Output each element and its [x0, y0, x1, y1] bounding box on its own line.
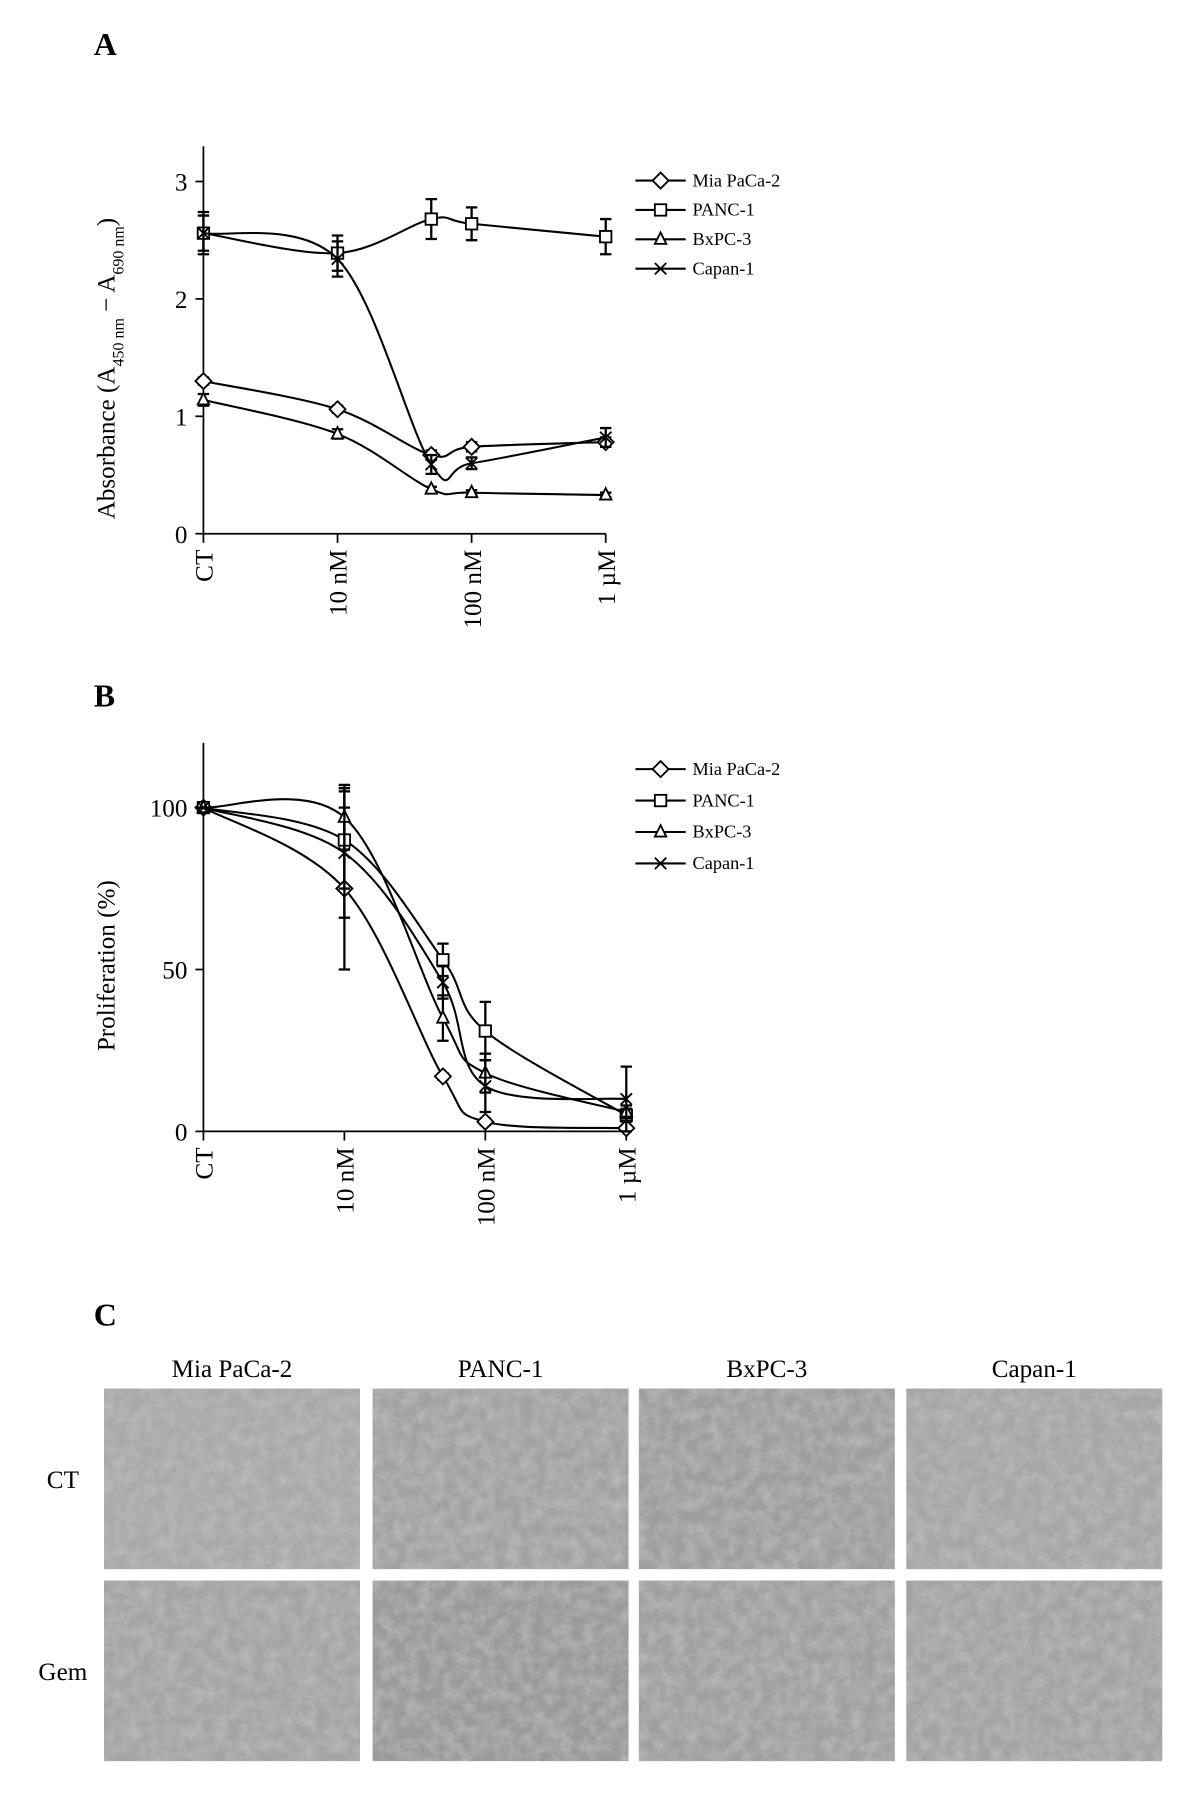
marker [653, 823, 668, 838]
marker [424, 212, 438, 226]
legend-label: BxPC-3 [693, 822, 752, 842]
marker [331, 252, 344, 266]
marker [651, 759, 670, 779]
y-tick-label: 50 [162, 958, 187, 985]
marker [462, 437, 481, 457]
y-tick-label: 0 [175, 522, 188, 549]
y-tick-label: 3 [175, 170, 188, 197]
series-line [203, 232, 606, 482]
marker [651, 171, 670, 190]
y-axis-label-part: ) [93, 218, 120, 226]
marker [338, 846, 351, 860]
micrograph-texture [104, 1388, 361, 1570]
y-axis-label: Proliferation (%) [93, 880, 120, 1051]
marker [328, 399, 347, 419]
marker [196, 390, 211, 406]
y-axis-label-part: 690 nm [110, 226, 127, 275]
marker [433, 1067, 453, 1086]
legend-label: Capan-1 [693, 258, 755, 278]
marker [435, 1009, 451, 1024]
series-line [203, 798, 627, 1113]
marker [599, 431, 613, 444]
marker [436, 976, 450, 989]
x-tick-label: 10 nM [326, 550, 353, 616]
x-tick-label: 10 nM [333, 1147, 360, 1213]
y-axis-label: Absorbance (A450 nm − A690 nm) [93, 218, 126, 519]
marker [654, 857, 667, 870]
marker [478, 1079, 492, 1093]
row-label: CT [47, 1467, 79, 1494]
micrograph-texture [104, 1580, 361, 1762]
series-line [203, 806, 627, 1117]
y-axis-label-part: − A [93, 275, 120, 319]
row-label: Gem [38, 1659, 87, 1686]
marker [478, 1024, 492, 1038]
marker [653, 793, 668, 808]
marker [424, 458, 438, 471]
micrograph-texture [638, 1580, 895, 1762]
marker [464, 483, 479, 499]
marker [653, 230, 668, 245]
y-axis-label-part: Absorbance (A [93, 367, 120, 520]
x-tick-label: 100 nM [460, 550, 487, 629]
marker [197, 801, 210, 814]
panel-label: B [94, 677, 115, 713]
y-axis-label-part: 450 nm [110, 318, 127, 367]
marker [436, 953, 450, 967]
marker [476, 1112, 495, 1131]
panel-label: A [94, 26, 117, 62]
y-axis-label-part: Proliferation (%) [93, 880, 120, 1051]
micrograph-texture [906, 1580, 1163, 1762]
marker [654, 262, 667, 276]
marker [599, 230, 613, 244]
y-tick-label: 100 [150, 796, 188, 823]
column-label: BxPC-3 [726, 1356, 807, 1383]
y-tick-label: 1 [175, 404, 188, 431]
marker [653, 203, 668, 217]
marker [330, 425, 345, 440]
x-tick-label: 1 µM [614, 1147, 641, 1203]
legend-label: PANC-1 [693, 790, 755, 810]
legend-label: Capan-1 [693, 853, 755, 873]
panel-label: C [94, 1297, 117, 1333]
micrograph-texture [638, 1388, 895, 1570]
column-label: PANC-1 [458, 1356, 544, 1383]
micrograph-texture [372, 1580, 629, 1762]
marker [465, 456, 478, 470]
legend-label: Mia PaCa-2 [693, 759, 781, 779]
x-tick-label: CT [192, 1147, 219, 1179]
micrograph-texture [372, 1388, 629, 1570]
legend-label: Mia PaCa-2 [693, 170, 781, 190]
marker [464, 217, 479, 231]
marker [619, 1092, 633, 1106]
x-tick-label: CT [192, 550, 219, 582]
marker [598, 486, 613, 501]
series-line [203, 398, 606, 496]
legend-label: BxPC-3 [693, 229, 752, 249]
column-label: Capan-1 [992, 1356, 1077, 1383]
marker [197, 226, 210, 240]
y-tick-label: 2 [175, 287, 188, 314]
y-tick-label: 0 [175, 1120, 188, 1147]
series-line [203, 216, 606, 255]
marker [424, 480, 439, 495]
series-line [203, 380, 606, 458]
legend-label: PANC-1 [693, 200, 755, 220]
x-tick-label: 1 µM [594, 550, 621, 606]
marker [194, 371, 213, 391]
x-tick-label: 100 nM [473, 1147, 500, 1226]
micrograph-texture [906, 1388, 1163, 1570]
column-label: Mia PaCa-2 [172, 1356, 293, 1383]
series-line [202, 806, 627, 1130]
